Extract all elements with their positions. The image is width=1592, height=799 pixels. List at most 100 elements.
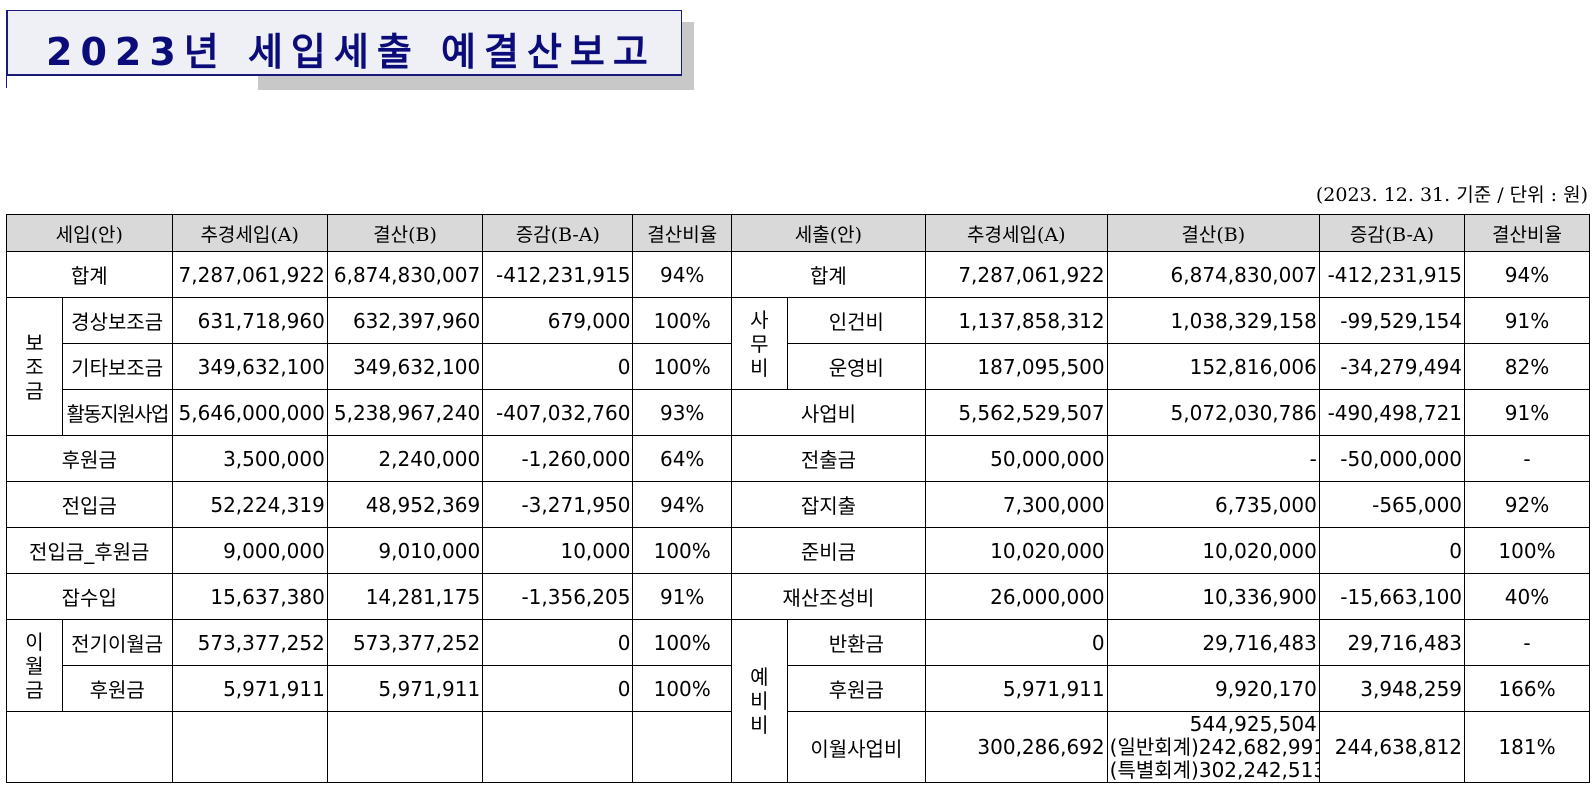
expense-diff: 3,948,259	[1318, 665, 1466, 712]
income-label: 활동지원사업	[61, 389, 173, 436]
income-diff: 0	[482, 665, 634, 712]
income-diff: -3,271,950	[482, 481, 634, 528]
expense-label: 운영비	[786, 343, 926, 390]
table-row: 이월사업비 300,286,692 544,925,504 (일반회계)242,…	[6, 711, 1590, 783]
header-expense-ratio: 결산비율	[1464, 214, 1590, 252]
header-row: 세입(안) 추경세입(A) 결산(B) 증감(B-A) 결산비율 세출(안) 추…	[6, 214, 1590, 252]
expense-ratio: 82%	[1464, 343, 1590, 390]
expense-plan: 5,971,911	[924, 665, 1108, 712]
expense-plan: 300,286,692	[924, 711, 1108, 783]
empty-cell	[482, 711, 634, 783]
expense-ratio: 91%	[1464, 389, 1590, 436]
income-settle: 5,971,911	[326, 665, 484, 712]
expense-ratio: 100%	[1464, 527, 1590, 574]
expense-plan: 0	[924, 619, 1108, 666]
income-ratio: 93%	[632, 389, 732, 436]
settle-general: (일반회계)242,682,991	[1109, 734, 1320, 759]
expense-ratio: -	[1464, 435, 1590, 482]
income-settle: 573,377,252	[326, 619, 484, 666]
income-label: 합계	[6, 251, 173, 298]
income-label: 전기이월금	[61, 619, 173, 666]
income-ratio: 100%	[632, 619, 732, 666]
income-plan: 5,971,911	[171, 665, 328, 712]
income-label: 전입금	[6, 481, 173, 528]
income-plan: 631,718,960	[171, 297, 328, 344]
table-row: 후원금 5,971,911 5,971,911 0 100% 후원금 5,971…	[7, 665, 1590, 712]
empty-cell	[632, 711, 732, 783]
income-settle: 349,632,100	[326, 343, 484, 390]
income-ratio: 100%	[632, 527, 732, 574]
table-row: 후원금 3,500,000 2,240,000 -1,260,000 64% 전…	[6, 435, 1590, 482]
expense-label: 준비금	[730, 527, 926, 574]
income-diff: -1,356,205	[482, 573, 634, 620]
table-row: 합계 7,287,061,922 6,874,830,007 -412,231,…	[6, 251, 1590, 298]
header-expense: 세출(안)	[730, 214, 926, 252]
expense-diff: 0	[1318, 527, 1466, 574]
income-diff: 679,000	[482, 297, 634, 344]
income-plan: 7,287,061,922	[171, 251, 328, 298]
expense-settle: 9,920,170	[1106, 665, 1320, 712]
income-ratio: 91%	[632, 573, 732, 620]
header-income-diff: 증감(B-A)	[482, 214, 634, 252]
income-diff: 0	[482, 343, 634, 390]
expense-ratio: -	[1464, 619, 1590, 666]
income-plan: 3,500,000	[171, 435, 328, 482]
income-diff: 10,000	[482, 527, 634, 574]
expense-diff: -565,000	[1318, 481, 1466, 528]
expense-settle: 10,336,900	[1106, 573, 1320, 620]
income-settle: 14,281,175	[326, 573, 484, 620]
expense-plan: 10,020,000	[924, 527, 1108, 574]
header-income-plan: 추경세입(A)	[171, 214, 328, 252]
expense-settle: 152,816,006	[1106, 343, 1320, 390]
expense-plan: 7,300,000	[924, 481, 1108, 528]
table-row: 잡수입 15,637,380 14,281,175 -1,356,205 91%…	[6, 573, 1590, 620]
expense-label: 잡지출	[730, 481, 926, 528]
income-diff: -407,032,760	[482, 389, 634, 436]
income-ratio: 100%	[632, 343, 732, 390]
header-expense-diff: 증감(B-A)	[1318, 214, 1466, 252]
table-row: 기타보조금 349,632,100 349,632,100 0 100% 운영비…	[7, 343, 1590, 390]
expense-label: 재산조성비	[730, 573, 926, 620]
income-plan: 15,637,380	[171, 573, 328, 620]
expense-plan: 187,095,500	[924, 343, 1108, 390]
income-plan: 52,224,319	[171, 481, 328, 528]
table-row: 활동지원사업 5,646,000,000 5,238,967,240 -407,…	[7, 389, 1590, 436]
income-settle: 5,238,967,240	[326, 389, 484, 436]
expense-settle: 6,874,830,007	[1106, 251, 1320, 298]
expense-ratio: 91%	[1464, 297, 1590, 344]
header-income-ratio: 결산비율	[632, 214, 732, 252]
expense-ratio: 94%	[1464, 251, 1590, 298]
expense-plan: 1,137,858,312	[924, 297, 1108, 344]
income-settle: 632,397,960	[326, 297, 484, 344]
expense-settle: 1,038,329,158	[1106, 297, 1320, 344]
empty-cell	[171, 711, 328, 783]
expense-label: 이월사업비	[786, 711, 926, 783]
income-diff: 0	[482, 619, 634, 666]
expense-label: 합계	[730, 251, 926, 298]
income-plan: 5,646,000,000	[171, 389, 328, 436]
income-label: 전입금_후원금	[6, 527, 173, 574]
expense-plan: 26,000,000	[924, 573, 1108, 620]
expense-ratio: 166%	[1464, 665, 1590, 712]
table-row: 전입금_후원금 9,000,000 9,010,000 10,000 100% …	[6, 527, 1590, 574]
income-plan: 573,377,252	[171, 619, 328, 666]
title-box: 2023년 세입세출 예결산보고	[6, 10, 682, 76]
income-plan: 349,632,100	[171, 343, 328, 390]
expense-diff: 29,716,483	[1318, 619, 1466, 666]
empty-cell	[6, 711, 173, 783]
expense-settle: 6,735,000	[1106, 481, 1320, 528]
income-label: 후원금	[6, 435, 173, 482]
income-label: 경상보조금	[61, 297, 173, 344]
header-income-settle: 결산(B)	[326, 214, 484, 252]
expense-ratio: 40%	[1464, 573, 1590, 620]
expense-ratio: 181%	[1464, 711, 1590, 783]
income-diff: -1,260,000	[482, 435, 634, 482]
expense-ratio: 92%	[1464, 481, 1590, 528]
header-income: 세입(안)	[6, 214, 173, 252]
expense-diff: -34,279,494	[1318, 343, 1466, 390]
income-label: 기타보조금	[61, 343, 173, 390]
